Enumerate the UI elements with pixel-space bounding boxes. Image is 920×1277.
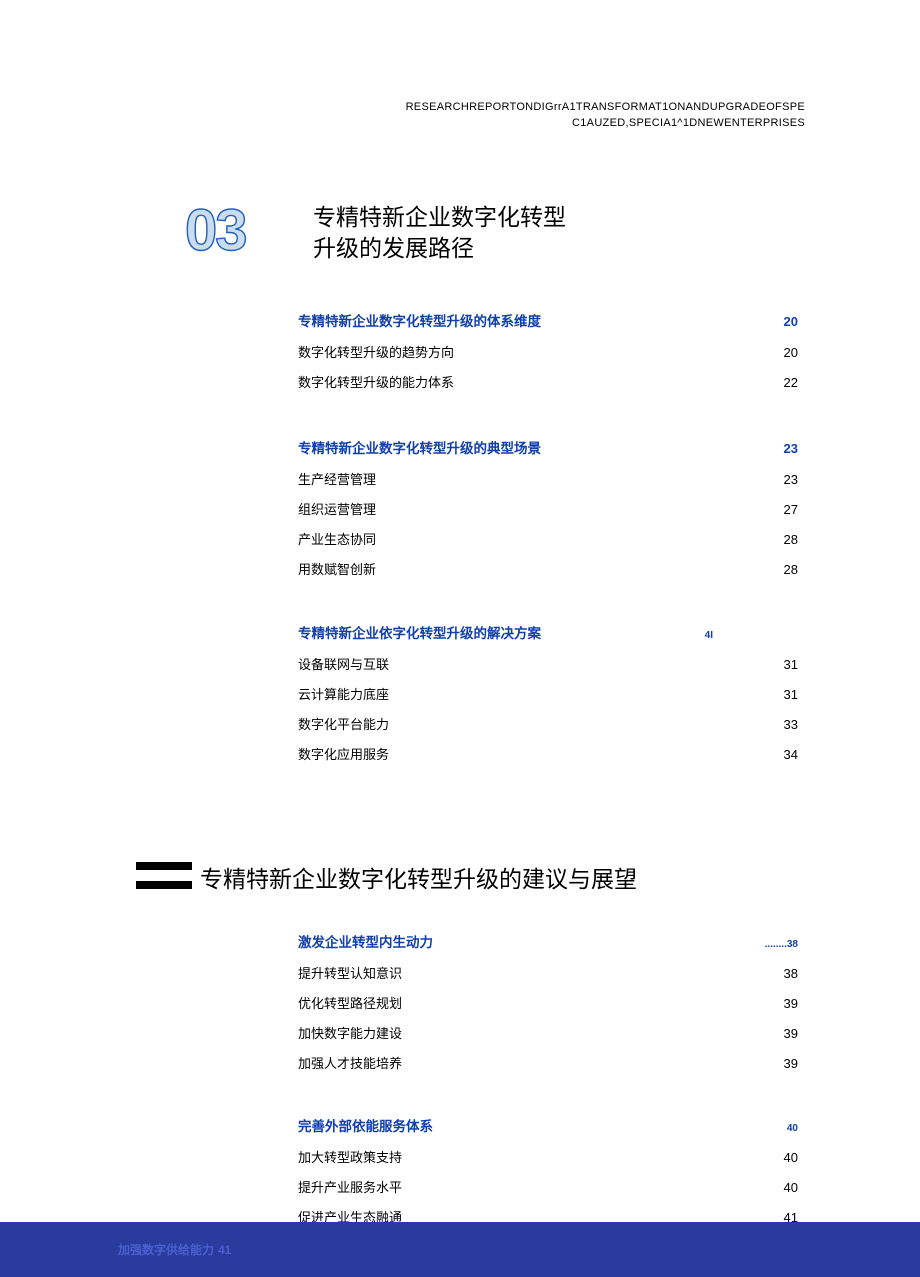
section-2-decor-bars — [136, 862, 192, 889]
toc-item-label: 数字化平台能力 — [298, 718, 389, 731]
toc-heading: 完善外部依能服务体系 40 — [298, 1120, 798, 1134]
toc-item: 加大转型政策支持 40 — [298, 1151, 798, 1164]
toc-item-label: 加大转型政策支持 — [298, 1151, 402, 1164]
toc-item: 设备联网与互联 31 — [298, 658, 798, 671]
toc-item-page: 23 — [784, 473, 798, 486]
toc-item-page: 38 — [784, 967, 798, 980]
toc-item-label: 产业生态协同 — [298, 533, 376, 546]
toc-item-page: 39 — [784, 1057, 798, 1070]
toc-item-label: 提升转型认知意识 — [298, 967, 402, 980]
toc-item: 数字化转型升级的能力体系 22 — [298, 376, 798, 389]
toc-item-page: 31 — [784, 658, 798, 671]
footer-strip: 加强数字供给能力 41 — [0, 1222, 920, 1277]
header-line-2: C1AUZED,SPECIA1^1DNEWENTERPRISES — [406, 116, 805, 132]
toc-heading: 激发企业转型内生动力 ........38 — [298, 936, 798, 950]
report-header: RESEARCHREPORTONDIGrrA1TRANSFORMAT1ONAND… — [406, 100, 805, 132]
toc-item-page: 34 — [784, 748, 798, 761]
toc-item-page: 33 — [784, 718, 798, 731]
toc-item: 加强人才技能培养 39 — [298, 1057, 798, 1070]
toc-heading: 专精特新企业依字化转型升级的解决方案 4I — [298, 627, 798, 641]
toc-item: 加快数字能力建设 39 — [298, 1027, 798, 1040]
chapter-03-title: 专精特新企业数字化转型 升级的发展路径 — [313, 200, 566, 264]
chapter-number-03: 03 — [185, 200, 285, 262]
toc-heading-label: 完善外部依能服务体系 — [298, 1120, 433, 1134]
toc-item-page: 39 — [784, 1027, 798, 1040]
toc-item-page: 28 — [784, 563, 798, 576]
toc-item-page: 27 — [784, 503, 798, 516]
chapter-03-header: 03 专精特新企业数字化转型 升级的发展路径 — [185, 200, 566, 264]
toc-item-page: 20 — [784, 346, 798, 359]
toc-item-page: 40 — [784, 1181, 798, 1194]
toc-item: 数字化应用服务 34 — [298, 748, 798, 761]
toc-item-page: 31 — [784, 688, 798, 701]
footer-page: 41 — [218, 1243, 231, 1257]
toc-heading-label: 专精特新企业依字化转型升级的解决方案 — [298, 627, 541, 641]
toc-block-typical-scenarios: 专精特新企业数字化转型升级的典型场景 23 生产经营管理 23 组织运营管理 2… — [298, 442, 798, 576]
toc-item: 优化转型路径规划 39 — [298, 997, 798, 1010]
toc-heading-page: 40 — [787, 1124, 798, 1134]
toc-block-internal-drive: 激发企业转型内生动力 ........38 提升转型认知意识 38 优化转型路径… — [298, 936, 798, 1070]
toc-item-label: 数字化转型升级的趋势方向 — [298, 346, 454, 359]
toc-item: 用数赋智创新 28 — [298, 563, 798, 576]
toc-item-label: 云计算能力底座 — [298, 688, 389, 701]
toc-item: 生产经营管理 23 — [298, 473, 798, 486]
toc-heading-page: 23 — [784, 442, 798, 455]
toc-item: 产业生态协同 28 — [298, 533, 798, 546]
toc-block-solutions: 专精特新企业依字化转型升级的解决方案 4I 设备联网与互联 31 云计算能力底座… — [298, 627, 798, 761]
chapter-title-line-1: 专精特新企业数字化转型 — [313, 202, 566, 233]
header-line-1: RESEARCHREPORTONDIGrrA1TRANSFORMAT1ONAND… — [406, 100, 805, 116]
toc-block-system-dimensions: 专精特新企业数字化转型升级的体系维度 20 数字化转型升级的趋势方向 20 数字… — [298, 315, 798, 389]
toc-item-label: 用数赋智创新 — [298, 563, 376, 576]
decor-bar — [136, 881, 192, 889]
toc-heading: 专精特新企业数字化转型升级的体系维度 20 — [298, 315, 798, 329]
toc-item: 提升产业服务水平 40 — [298, 1181, 798, 1194]
toc-item-page: 22 — [784, 376, 798, 389]
toc-heading: 专精特新企业数字化转型升级的典型场景 23 — [298, 442, 798, 456]
toc-item-label: 数字化转型升级的能力体系 — [298, 376, 454, 389]
toc-heading-page: 20 — [784, 315, 798, 328]
toc-item: 组织运营管理 27 — [298, 503, 798, 516]
toc-item: 数字化转型升级的趋势方向 20 — [298, 346, 798, 359]
footer-label: 加强数字供给能力 — [118, 1241, 214, 1258]
decor-bar — [136, 862, 192, 870]
toc-item: 云计算能力底座 31 — [298, 688, 798, 701]
toc-item-label: 组织运营管理 — [298, 503, 376, 516]
toc-heading-page: 4I — [705, 631, 713, 641]
toc-heading-label: 专精特新企业数字化转型升级的典型场景 — [298, 442, 541, 456]
toc-item-label: 加快数字能力建设 — [298, 1027, 402, 1040]
toc-item-label: 优化转型路径规划 — [298, 997, 402, 1010]
toc-item-label: 数字化应用服务 — [298, 748, 389, 761]
chapter-number-text: 03 — [185, 200, 246, 262]
toc-item-label: 设备联网与互联 — [298, 658, 389, 671]
toc-heading-label: 专精特新企业数字化转型升级的体系维度 — [298, 315, 541, 329]
toc-item-label: 生产经营管理 — [298, 473, 376, 486]
toc-block-external-service: 完善外部依能服务体系 40 加大转型政策支持 40 提升产业服务水平 40 促进… — [298, 1120, 798, 1224]
toc-item-page: 39 — [784, 997, 798, 1010]
toc-heading-page: ........38 — [765, 940, 798, 950]
toc-heading-label: 激发企业转型内生动力 — [298, 936, 433, 950]
toc-item: 数字化平台能力 33 — [298, 718, 798, 731]
toc-item-page: 28 — [784, 533, 798, 546]
toc-item: 提升转型认知意识 38 — [298, 967, 798, 980]
toc-item-label: 加强人才技能培养 — [298, 1057, 402, 1070]
chapter-title-line-2: 升级的发展路径 — [313, 233, 566, 264]
section-2-title: 专精特新企业数字化转型升级的建议与展望 — [200, 860, 637, 894]
toc-item-label: 提升产业服务水平 — [298, 1181, 402, 1194]
toc-item-page: 40 — [784, 1151, 798, 1164]
